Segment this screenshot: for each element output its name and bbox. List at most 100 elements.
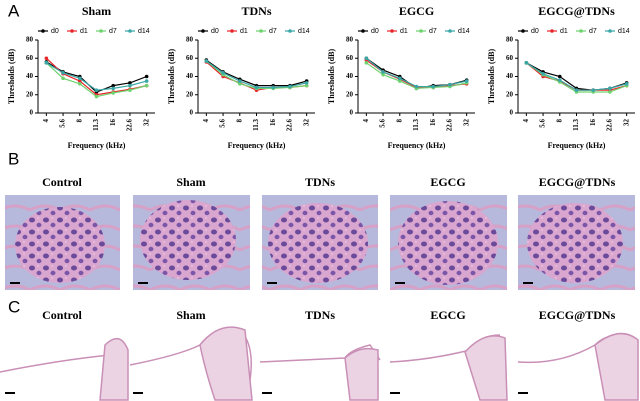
x-tick-label: 11.3 bbox=[252, 119, 260, 131]
y-tick-label: 20 bbox=[506, 90, 514, 98]
y-axis-label: Thresholds (dB) bbox=[7, 49, 16, 105]
y-tick-label: 80 bbox=[506, 36, 514, 44]
y-tick-label: 40 bbox=[186, 72, 194, 80]
x-tick-label: 16 bbox=[269, 119, 277, 127]
legend-marker bbox=[608, 29, 612, 33]
legend-label: d0 bbox=[51, 28, 59, 35]
x-axis-label: Frequency (kHz) bbox=[228, 141, 286, 150]
data-point bbox=[448, 82, 452, 87]
data-point bbox=[591, 88, 596, 92]
image-title: EGCG@TDNs bbox=[539, 175, 616, 189]
legend-marker bbox=[550, 29, 554, 33]
x-tick-label: 4 bbox=[42, 119, 50, 123]
data-point bbox=[254, 85, 259, 90]
y-tick-label: 20 bbox=[346, 90, 354, 98]
image-title: TDNs bbox=[305, 308, 335, 322]
legend-label: d0 bbox=[371, 28, 379, 35]
legend-marker bbox=[390, 29, 394, 33]
legend-marker bbox=[99, 29, 103, 33]
panel-label: C bbox=[8, 297, 20, 316]
chart-title: EGCG bbox=[399, 4, 434, 18]
data-point bbox=[77, 82, 82, 86]
y-tick-label: 0 bbox=[30, 109, 34, 117]
data-point bbox=[574, 88, 579, 92]
data-point bbox=[44, 56, 49, 61]
data-point bbox=[557, 74, 562, 79]
x-tick-label: 11.3 bbox=[412, 119, 420, 131]
y-tick-label: 60 bbox=[26, 54, 34, 62]
y-tick-label: 0 bbox=[510, 109, 514, 117]
x-tick-label: 8 bbox=[395, 119, 403, 123]
data-point bbox=[111, 91, 116, 95]
x-tick-label: 32 bbox=[622, 119, 630, 127]
legend-label: d1 bbox=[400, 28, 408, 35]
legend-marker bbox=[579, 29, 583, 33]
data-point bbox=[61, 71, 65, 75]
data-point bbox=[464, 79, 469, 83]
y-tick-label: 60 bbox=[346, 54, 354, 62]
x-tick-label: 32 bbox=[142, 119, 150, 127]
data-point bbox=[128, 81, 132, 85]
legend-marker bbox=[41, 29, 45, 33]
data-point bbox=[524, 61, 529, 65]
data-point bbox=[144, 79, 149, 83]
legend-label: d14 bbox=[298, 28, 310, 35]
data-point bbox=[397, 79, 402, 83]
y-axis-label: Thresholds (dB) bbox=[487, 49, 496, 105]
x-tick-label: 5.6 bbox=[539, 119, 547, 128]
y-axis-label: Thresholds (dB) bbox=[327, 49, 336, 105]
data-point bbox=[128, 88, 132, 92]
data-point bbox=[44, 61, 49, 65]
y-tick-label: 80 bbox=[346, 36, 354, 44]
x-tick-label: 4 bbox=[202, 119, 210, 123]
y-tick-label: 40 bbox=[26, 72, 34, 80]
y-tick-label: 60 bbox=[506, 54, 514, 62]
x-tick-label: 16 bbox=[589, 119, 597, 127]
data-point bbox=[111, 86, 116, 91]
x-tick-label: 5.6 bbox=[219, 119, 227, 128]
x-tick-label: 22.6 bbox=[606, 119, 614, 132]
data-point bbox=[608, 86, 612, 91]
data-point bbox=[304, 81, 309, 85]
legend-label: d7 bbox=[429, 28, 437, 35]
legend-label: d7 bbox=[109, 28, 117, 35]
image-title: TDNs bbox=[305, 175, 335, 189]
data-point bbox=[624, 82, 629, 86]
histology-c bbox=[0, 326, 639, 401]
y-tick-label: 20 bbox=[186, 90, 194, 98]
image-title: EGCG bbox=[430, 308, 465, 322]
y-tick-label: 40 bbox=[506, 72, 514, 80]
y-tick-label: 80 bbox=[26, 36, 34, 44]
x-tick-label: 8 bbox=[75, 119, 83, 123]
data-point bbox=[364, 61, 369, 65]
data-point bbox=[557, 78, 562, 82]
data-point bbox=[381, 72, 385, 77]
legend-label: d7 bbox=[269, 28, 277, 35]
x-tick-label: 4 bbox=[522, 119, 530, 123]
x-tick-label: 5.6 bbox=[379, 119, 387, 128]
x-tick-label: 11.3 bbox=[92, 119, 100, 131]
legend-marker bbox=[419, 29, 423, 33]
image-title: Control bbox=[42, 175, 82, 189]
legend-label: d0 bbox=[531, 28, 539, 35]
data-point bbox=[364, 56, 369, 61]
chart-title: Sham bbox=[82, 4, 111, 18]
x-axis-label: Frequency (kHz) bbox=[68, 141, 126, 150]
y-tick-label: 20 bbox=[26, 90, 34, 98]
legend-label: d0 bbox=[211, 28, 219, 35]
data-point bbox=[61, 76, 65, 81]
x-tick-label: 16 bbox=[109, 119, 117, 127]
x-tick-label: 11.3 bbox=[572, 119, 580, 131]
data-point bbox=[541, 71, 545, 76]
x-tick-label: 5.6 bbox=[59, 119, 67, 128]
data-point bbox=[144, 83, 149, 88]
data-point bbox=[111, 83, 116, 88]
data-point bbox=[431, 84, 436, 89]
image-title: EGCG@TDNs bbox=[539, 308, 616, 322]
legend-marker bbox=[288, 29, 292, 33]
x-tick-label: 32 bbox=[462, 119, 470, 127]
legend-label: d7 bbox=[589, 28, 597, 35]
image-title: EGCG bbox=[430, 175, 465, 189]
x-tick-label: 22.6 bbox=[286, 119, 294, 132]
